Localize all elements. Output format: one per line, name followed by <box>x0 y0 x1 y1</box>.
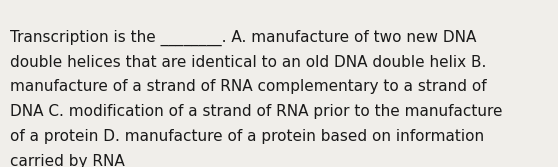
Text: of a protein D. manufacture of a protein based on information: of a protein D. manufacture of a protein… <box>10 129 484 144</box>
Text: Transcription is the ________. A. manufacture of two new DNA: Transcription is the ________. A. manufa… <box>10 30 477 46</box>
Text: carried by RNA: carried by RNA <box>10 154 125 167</box>
Text: manufacture of a strand of RNA complementary to a strand of: manufacture of a strand of RNA complemen… <box>10 79 487 95</box>
Text: double helices that are identical to an old DNA double helix B.: double helices that are identical to an … <box>10 55 487 70</box>
Text: DNA C. modification of a strand of RNA prior to the manufacture: DNA C. modification of a strand of RNA p… <box>10 104 503 119</box>
